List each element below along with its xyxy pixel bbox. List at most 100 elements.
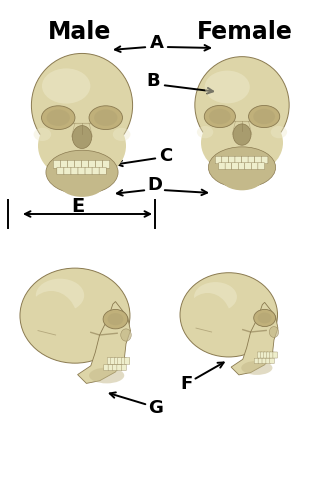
FancyBboxPatch shape (114, 358, 119, 364)
Polygon shape (231, 302, 278, 375)
Ellipse shape (42, 106, 75, 130)
FancyBboxPatch shape (215, 156, 222, 164)
Ellipse shape (241, 361, 272, 375)
FancyBboxPatch shape (121, 358, 126, 364)
Text: D: D (148, 176, 163, 194)
FancyBboxPatch shape (99, 168, 106, 174)
FancyBboxPatch shape (254, 358, 259, 364)
FancyBboxPatch shape (258, 163, 265, 170)
FancyBboxPatch shape (270, 358, 274, 364)
Polygon shape (77, 302, 131, 384)
FancyBboxPatch shape (125, 358, 130, 364)
FancyBboxPatch shape (264, 352, 268, 358)
FancyBboxPatch shape (104, 364, 109, 370)
Ellipse shape (205, 70, 250, 104)
FancyBboxPatch shape (96, 160, 103, 168)
Text: A: A (150, 34, 164, 52)
FancyBboxPatch shape (82, 160, 89, 168)
Ellipse shape (195, 56, 289, 154)
FancyBboxPatch shape (270, 352, 274, 358)
Ellipse shape (121, 329, 131, 341)
Ellipse shape (38, 110, 126, 181)
FancyBboxPatch shape (262, 358, 267, 364)
FancyBboxPatch shape (68, 160, 75, 168)
Ellipse shape (254, 310, 276, 326)
Text: B: B (146, 72, 160, 90)
Ellipse shape (46, 110, 70, 126)
FancyBboxPatch shape (258, 358, 263, 364)
Text: C: C (159, 147, 172, 165)
FancyBboxPatch shape (255, 156, 261, 164)
Ellipse shape (269, 326, 279, 338)
FancyBboxPatch shape (225, 163, 232, 170)
Ellipse shape (201, 110, 283, 176)
Ellipse shape (103, 310, 128, 329)
Text: E: E (71, 196, 84, 216)
Text: F: F (180, 375, 192, 393)
FancyBboxPatch shape (245, 163, 252, 170)
FancyBboxPatch shape (103, 160, 110, 168)
FancyBboxPatch shape (232, 163, 238, 170)
Ellipse shape (42, 68, 90, 104)
FancyBboxPatch shape (273, 352, 277, 358)
FancyBboxPatch shape (57, 168, 64, 174)
FancyBboxPatch shape (251, 163, 258, 170)
FancyBboxPatch shape (121, 364, 126, 370)
FancyBboxPatch shape (75, 160, 82, 168)
Ellipse shape (113, 128, 131, 141)
FancyBboxPatch shape (118, 358, 123, 364)
Ellipse shape (221, 168, 262, 190)
FancyBboxPatch shape (242, 156, 248, 164)
Ellipse shape (60, 172, 104, 197)
Ellipse shape (194, 282, 237, 312)
Ellipse shape (249, 106, 280, 128)
Ellipse shape (180, 272, 277, 357)
FancyBboxPatch shape (261, 156, 268, 164)
FancyBboxPatch shape (78, 168, 85, 174)
Ellipse shape (89, 368, 124, 384)
FancyBboxPatch shape (267, 352, 271, 358)
FancyBboxPatch shape (238, 163, 245, 170)
FancyBboxPatch shape (260, 352, 265, 358)
FancyBboxPatch shape (257, 352, 262, 358)
FancyBboxPatch shape (89, 160, 96, 168)
Text: G: G (148, 399, 164, 417)
Ellipse shape (108, 313, 124, 326)
Ellipse shape (89, 106, 123, 130)
Ellipse shape (204, 106, 236, 128)
Ellipse shape (46, 150, 118, 194)
FancyBboxPatch shape (111, 358, 116, 364)
FancyBboxPatch shape (71, 168, 78, 174)
Ellipse shape (36, 278, 84, 312)
FancyBboxPatch shape (228, 156, 235, 164)
Ellipse shape (233, 124, 251, 145)
Ellipse shape (253, 109, 275, 124)
FancyBboxPatch shape (53, 160, 60, 168)
FancyBboxPatch shape (64, 168, 71, 174)
Ellipse shape (197, 126, 213, 138)
FancyBboxPatch shape (113, 364, 117, 370)
FancyBboxPatch shape (248, 156, 255, 164)
Ellipse shape (34, 128, 51, 141)
Ellipse shape (31, 54, 132, 158)
FancyBboxPatch shape (85, 168, 92, 174)
Text: Female: Female (197, 20, 293, 44)
Ellipse shape (271, 126, 287, 138)
Ellipse shape (20, 268, 130, 363)
Ellipse shape (94, 110, 117, 126)
Ellipse shape (258, 312, 272, 324)
Ellipse shape (208, 147, 276, 188)
FancyBboxPatch shape (235, 156, 242, 164)
FancyBboxPatch shape (92, 168, 99, 174)
FancyBboxPatch shape (266, 358, 270, 364)
Ellipse shape (209, 109, 231, 124)
Ellipse shape (184, 293, 231, 348)
Ellipse shape (25, 291, 77, 352)
FancyBboxPatch shape (117, 364, 122, 370)
FancyBboxPatch shape (222, 156, 228, 164)
FancyBboxPatch shape (107, 358, 112, 364)
FancyBboxPatch shape (60, 160, 68, 168)
FancyBboxPatch shape (219, 163, 225, 170)
FancyBboxPatch shape (108, 364, 113, 370)
Ellipse shape (72, 126, 92, 148)
